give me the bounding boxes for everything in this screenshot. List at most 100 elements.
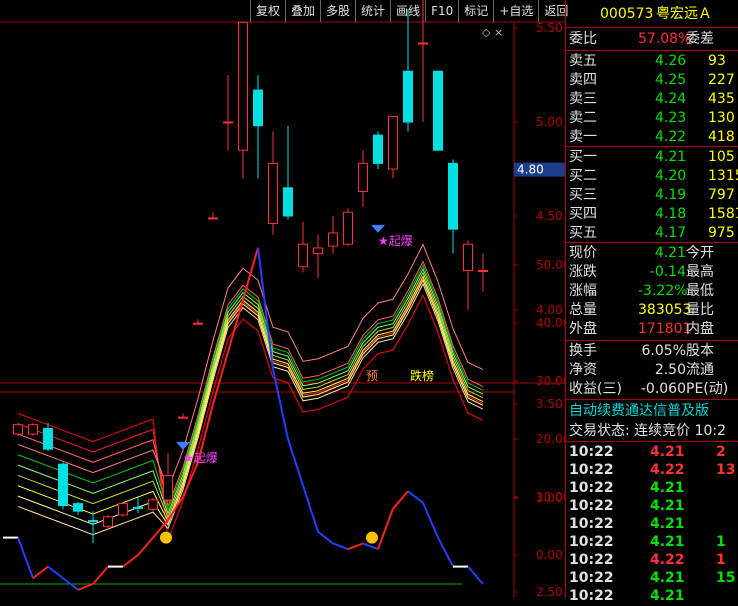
tick-row: 10:22 4.22 13 [566,460,738,480]
price-tick-label: 2.50 [536,585,563,598]
tick-time: 10:22 [569,588,614,604]
quote-label-2: 最低 [686,283,714,299]
toolbar-button-0[interactable]: 复权 [250,0,285,22]
indicator-segment [212,351,229,405]
price-tick-label: 3.00 [536,491,563,505]
indicator-segment [92,565,109,585]
toolbar-button-1[interactable]: 叠加 [285,0,320,22]
indicator-segment [422,502,439,538]
toolbar: 复权 叠加 多股 统计 画线 F10 标记 +自选 返回 [250,0,573,22]
kline-chart[interactable]: 5.50 5.00 4.50 4.00 3.50 3.00 2.50 4.80 50.00 40… [0,0,565,598]
fund-row: 净资 2.50 流通 [566,360,738,380]
candle-body [328,232,338,247]
candle-body [403,70,413,123]
buy-row: 买二 4.20 1315 [566,166,738,186]
breakout-label: ★起爆 [378,234,413,248]
indicator-segment [302,485,319,533]
candle-body [58,463,68,507]
quote-label: 现价 [569,245,597,261]
toolbar-button-5[interactable]: F10 [425,0,458,22]
indicator-segment [362,542,379,551]
quote-label: 涨幅 [569,283,597,299]
indicator-segment [257,247,274,370]
tick-volume: 13 [716,462,736,478]
tick-price: 4.21 [650,588,685,604]
top-icons: ◇ × [482,26,503,39]
quote-row: 涨幅 -3.22% 最低 [566,281,738,301]
ma-line-1 [17,277,484,525]
toolbar-button-2[interactable]: 多股 [320,0,355,22]
buy-price: 4.18 [655,206,687,222]
fund-row: 换手 6.05% 股本 [566,341,738,361]
buy-price: 4.17 [655,225,687,241]
quote-value: 383053 [638,302,692,318]
candle-body [253,89,263,127]
sell-volume: 227 [708,72,735,88]
indicator-tick-label: 0.00 [536,548,563,562]
indicator-segment [122,554,139,568]
candle-body [298,243,308,268]
fund-label: 换手 [569,343,597,359]
fund-label-2: 股本 [686,343,714,359]
tick-price: 4.21 [650,480,685,496]
ad-banner-text[interactable]: 自动续费通达信普及版 [569,403,709,419]
toolbar-button-3[interactable]: 统计 [355,0,390,22]
indicator-segment [77,583,94,591]
buy-volume: 797 [708,187,735,203]
stock-header: 000573 粤宏远Ａ [566,4,738,24]
toolbar-button-8[interactable]: 返回 [538,0,573,22]
buy-label: 买一 [569,149,597,165]
candle-body [208,217,218,220]
diamond-icon [371,224,385,233]
buy-row: 买五 4.17 975 [566,223,738,243]
current-price-marker [514,162,565,177]
indicator-segment [377,508,394,550]
indicator-segment [467,565,484,585]
order-ratio-value: 57.08% [638,31,692,47]
trade-status-text: 交易状态: 连续竞价 10:2 [569,423,727,439]
order-ratio-label: 委比 [569,31,597,47]
ma-line-9 [17,282,484,536]
quote-label: 总量 [569,302,597,318]
quote-row: 总量 383053 量比 [566,300,738,320]
candle-body [433,70,443,151]
quote-label-2: 最高 [686,264,714,280]
tick-volume: 15 [716,570,736,586]
sell-price: 4.25 [655,72,687,88]
quote-value: 4.21 [654,245,686,261]
tick-volume: 1 [716,534,726,550]
toolbar-button-4[interactable]: 画线 [390,0,425,22]
ma-line-6 [17,271,484,519]
sell-price: 4.24 [655,91,687,107]
order-diff-label: 委差 [686,31,714,47]
toolbar-button-7[interactable]: +自选 [493,0,538,22]
candle-body [418,42,428,45]
stock-name: 粤宏远Ａ [656,6,712,22]
quote-row: 现价 4.21 今开 [566,243,738,263]
buy-label: 买三 [569,187,597,203]
tick-row: 10:22 4.21 1 [566,532,738,552]
sell-row: 卖四 4.25 227 [566,70,738,90]
sell-label: 卖二 [569,110,597,126]
candle-body [283,187,293,217]
fund-value: -0.060 [640,381,686,397]
current-price-label: 4.80 [517,163,544,177]
indicator-tick-label: 40.00 [536,316,565,330]
buy-label: 买四 [569,206,597,222]
indicator-segment [347,542,364,551]
sell-volume: 130 [708,110,735,126]
indicator-tick-label: 10.00 [536,490,565,504]
indicator-segment [287,438,304,486]
toolbar-button-6[interactable]: 标记 [458,0,493,22]
candle-body [73,503,83,512]
indicator-segment [32,565,49,579]
buy-row: 买一 4.21 105 [566,147,738,167]
price-axis: 5.50 5.00 4.50 4.00 3.50 3.00 2.50 4.80 [514,21,565,598]
ad-banner[interactable]: 自动续费通达信普及版 [566,401,738,421]
indicator-segment [137,536,154,556]
indicator-tick-label: 20.00 [536,432,565,446]
order-ratio-row: 委比 57.08% 委差 [566,29,738,49]
fund-label-2: PE(动) [686,381,729,397]
tick-time: 10:22 [569,570,614,586]
